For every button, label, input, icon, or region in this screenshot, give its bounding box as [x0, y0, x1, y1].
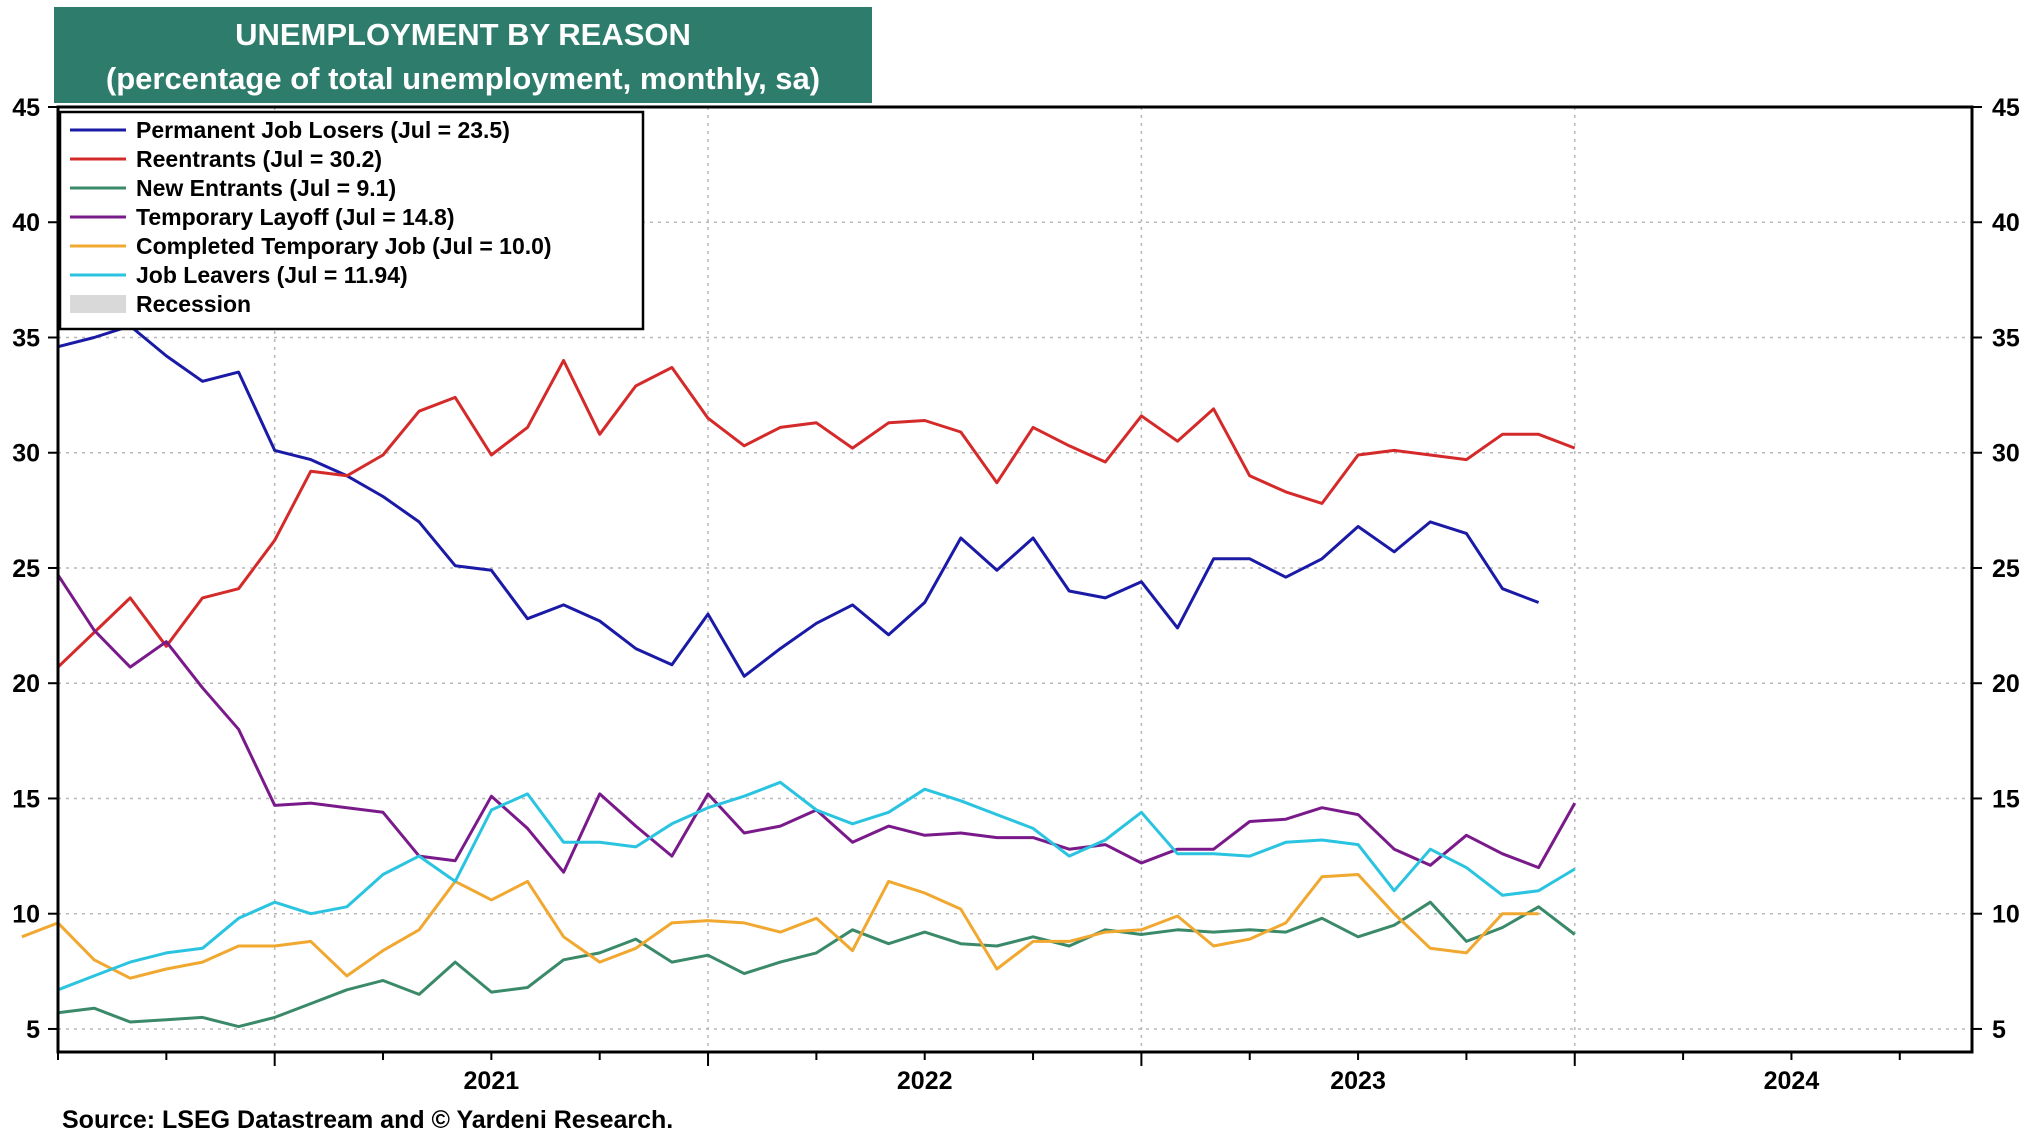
y-tick-label-left-30: 30 — [12, 440, 40, 468]
y-tick-label-right-45: 45 — [1992, 94, 2020, 122]
y-tick-label-right-25: 25 — [1992, 555, 2020, 583]
y-tick-label-left-25: 25 — [12, 555, 40, 583]
chart-title-line1: UNEMPLOYMENT BY REASON — [235, 17, 691, 52]
series-line-3 — [56, 574, 1577, 874]
y-tick-label-right-5: 5 — [1992, 1016, 2006, 1044]
series-line-5 — [57, 780, 1576, 992]
legend-label-5: Job Leavers (Jul = 11.94) — [136, 262, 408, 288]
y-tick-label-left-10: 10 — [12, 901, 40, 929]
legend-label-3: Temporary Layoff (Jul = 14.8) — [136, 204, 454, 230]
chart-title-line2: (percentage of total unemployment, month… — [105, 61, 821, 96]
y-tick-label-left-40: 40 — [12, 209, 40, 237]
source-note: Source: LSEG Datastream and © Yardeni Re… — [62, 1106, 674, 1134]
x-tick-label-2021: 2021 — [464, 1067, 520, 1095]
legend-label-2: New Entrants (Jul = 9.1) — [136, 175, 396, 201]
y-tick-label-left-35: 35 — [12, 324, 40, 352]
x-tick-label-2022: 2022 — [897, 1067, 953, 1095]
y-tick-label-right-20: 20 — [1992, 670, 2020, 698]
series-line-4 — [21, 873, 1539, 980]
legend-swatch-recession — [70, 295, 126, 313]
legend-label-4: Completed Temporary Job (Jul = 10.0) — [136, 233, 552, 259]
legend-label-recession: Recession — [136, 291, 251, 317]
y-tick-label-left-15: 15 — [12, 785, 40, 813]
series-line-2 — [57, 900, 1576, 1029]
y-tick-label-right-40: 40 — [1992, 209, 2020, 237]
x-tick-label-2024: 2024 — [1764, 1067, 1820, 1095]
y-tick-label-left-20: 20 — [12, 670, 40, 698]
y-tick-label-right-10: 10 — [1992, 901, 2020, 929]
chart-title: UNEMPLOYMENT BY REASON (percentage of to… — [54, 7, 872, 103]
legend-box — [58, 110, 645, 331]
series-line-0 — [57, 324, 1540, 678]
plot-area-border — [56, 105, 1974, 1054]
y-tick-label-left-45: 45 — [12, 94, 40, 122]
y-tick-label-right-30: 30 — [1992, 440, 2020, 468]
series-line-1 — [56, 359, 1576, 669]
y-tick-label-left-5: 5 — [26, 1016, 40, 1044]
y-tick-label-right-35: 35 — [1992, 324, 2020, 352]
y-tick-label-right-15: 15 — [1992, 785, 2020, 813]
x-tick-label-2023: 2023 — [1330, 1067, 1386, 1095]
legend-label-0: Permanent Job Losers (Jul = 23.5) — [136, 117, 510, 143]
legend-label-1: Reentrants (Jul = 30.2) — [136, 146, 382, 172]
